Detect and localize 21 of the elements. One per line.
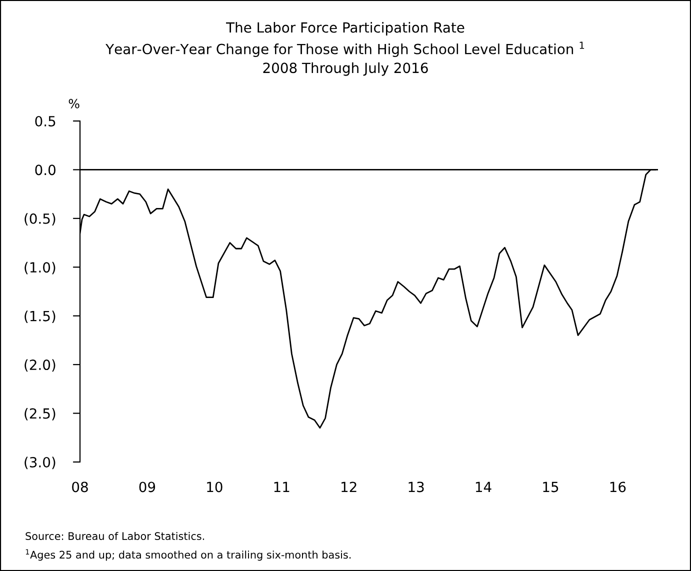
y-axis-title: %: [68, 98, 80, 108]
x-tick-label: 16: [610, 482, 626, 492]
x-tick-label: 10: [207, 482, 222, 492]
y-tick-label: (3.0): [24, 456, 56, 470]
x-tick-label: 09: [139, 482, 156, 492]
x-tick-label: 14: [476, 482, 492, 492]
x-tick-label: 11: [274, 482, 290, 492]
text: $^{1}$Ages 25 and up; data smoothed on a trailing six-month basis.: [26, 549, 351, 561]
chart-title: The Labor Force Participation Rate Year-Over-Year Change for Those with High School Level Education $^{1}$ 2008 Through July 2016: [106, 22, 584, 76]
y-tick-label: 0.5: [35, 116, 56, 126]
y-tick-label: (1.5): [24, 310, 56, 323]
y-tick-label: (1.0): [24, 262, 56, 274]
y-tick-label: (0.5): [24, 213, 56, 226]
y-tick-label: (2.5): [24, 408, 56, 420]
x-tick-label: 13: [408, 482, 424, 492]
y-tick-label: 0.0: [35, 164, 56, 176]
y-tick-label: (2.0): [24, 359, 56, 372]
x-tick-label: 08: [72, 482, 88, 492]
source-note: Source: Bureau of Labor Statistics.: [26, 532, 204, 540]
x-tick-label: 12: [342, 482, 356, 492]
x-tick-label: 15: [543, 482, 558, 492]
